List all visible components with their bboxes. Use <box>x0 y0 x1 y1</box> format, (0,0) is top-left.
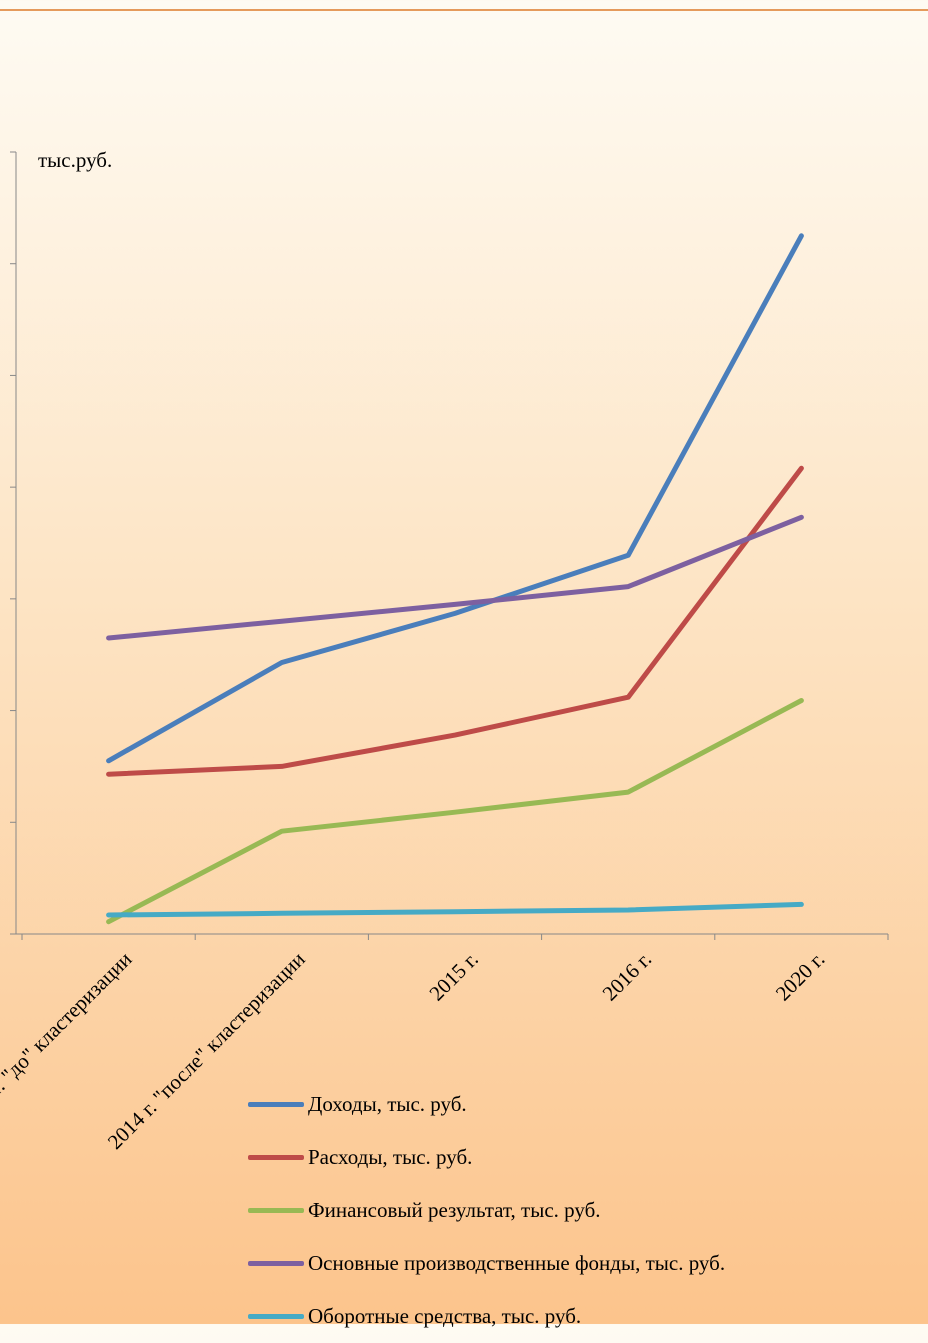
series-line-5 <box>106 901 804 918</box>
top-border-line <box>0 9 928 11</box>
legend-item: Оборотные средства, тыс. руб. <box>248 1290 725 1343</box>
legend-item: Финансовый результат, тыс. руб. <box>248 1184 725 1237</box>
axes <box>10 151 889 940</box>
legend-label: Оборотные средства, тыс. руб. <box>308 1304 582 1328</box>
legend-swatch <box>248 1261 304 1266</box>
legend-item: Доходы, тыс. руб. <box>248 1078 725 1131</box>
series-line-3 <box>106 698 804 925</box>
legend-swatch <box>248 1155 304 1160</box>
series-line-1 <box>106 233 804 764</box>
y-unit-label: тыс.руб. <box>38 148 112 172</box>
series-line-4 <box>106 514 804 641</box>
legend-label: Основные производственные фонды, тыс. ру… <box>308 1251 726 1275</box>
x-tick-label: 2014 г. "до" кластеризации <box>0 947 137 1133</box>
series-line-2 <box>106 465 804 777</box>
legend-item: Расходы, тыс. руб. <box>248 1131 725 1184</box>
legend-label: Доходы, тыс. руб. <box>308 1092 467 1116</box>
legend-label: Финансовый результат, тыс. руб. <box>308 1198 601 1222</box>
legend-label: Расходы, тыс. руб. <box>308 1145 473 1169</box>
legend-swatch <box>248 1208 304 1213</box>
series-lines <box>106 233 804 925</box>
legend-swatch <box>248 1314 304 1319</box>
legend: Доходы, тыс. руб. Расходы, тыс. руб. Финан… <box>248 1078 725 1343</box>
x-tick-label: 2015 г. <box>424 947 483 1006</box>
x-tick-label: 2020 г. <box>771 947 830 1006</box>
legend-item: Основные производственные фонды, тыс. ру… <box>248 1237 725 1290</box>
x-tick-label: 2016 г. <box>598 947 657 1006</box>
legend-swatch <box>248 1102 304 1107</box>
